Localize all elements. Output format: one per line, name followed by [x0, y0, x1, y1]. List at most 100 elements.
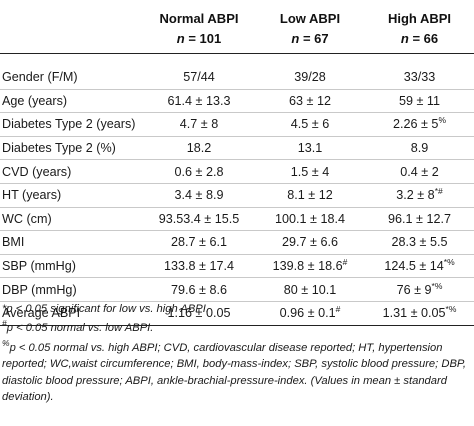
cell-value: 57/44	[183, 70, 215, 85]
header-spacer	[0, 54, 474, 67]
cell-value: 3.2 ± 8	[396, 188, 435, 203]
header-n-blank	[0, 28, 143, 54]
cell-low-abpi: 63 ± 12	[255, 89, 365, 114]
cell-value: 4.5 ± 6	[290, 117, 330, 132]
cell-normal-abpi: 57/44	[143, 66, 255, 90]
cell-high-abpi: 1.31 ± 0.05*%	[365, 301, 474, 326]
cell-value: 18.2	[186, 141, 212, 156]
header-blank	[0, 0, 143, 28]
cell-value: 29.7 ± 6.6	[282, 235, 338, 250]
row-label: Average ABPI	[0, 301, 143, 326]
cell-high-abpi: 3.2 ± 8*#	[365, 183, 474, 208]
cell-value: 3.4 ± 8.9	[174, 188, 224, 203]
header-low-abpi: Low ABPI	[279, 11, 341, 26]
cell-value: 79.6 ± 8.6	[171, 282, 227, 297]
cell-value: 0.4 ± 2	[400, 164, 439, 179]
row-label: Diabetes Type 2 (%)	[0, 136, 143, 161]
cell-value: 133.8 ± 17.4	[164, 259, 234, 274]
cell-value: 59 ± 11	[399, 93, 440, 108]
table-row: BMI 28.7 ± 6.1 29.7 ± 6.6 28.3 ± 5.5	[0, 230, 474, 255]
header-n-low: n = 67	[255, 28, 365, 54]
significance-mark: #	[335, 304, 341, 315]
footnote-mark: %	[2, 337, 10, 348]
cell-low-abpi: 13.1	[255, 136, 365, 161]
table-row: DBP (mmHg) 79.6 ± 8.6 80 ± 10.1 76 ± 9*%	[0, 277, 474, 302]
row-label: Age (years)	[0, 89, 143, 114]
cell-normal-abpi: 61.4 ± 13.3	[143, 89, 255, 114]
cell-value: 1.31 ± 0.05	[382, 306, 446, 321]
table-row: WC (cm) 93.53.4 ± 15.5 100.1 ± 18.4 96.1 ± …	[0, 207, 474, 232]
header-high-abpi: High ABPI	[387, 11, 452, 26]
cell-value: 1.16 ± 0.05	[167, 306, 231, 321]
cell-low-abpi: 39/28	[255, 66, 365, 90]
n-symbol: n	[176, 31, 185, 46]
footnote-mark: #	[2, 318, 7, 329]
cell-low-abpi: 8.1 ± 12	[255, 183, 365, 208]
cell-value: 1.5 ± 4	[290, 164, 330, 179]
cell-low-abpi: 100.1 ± 18.4	[255, 207, 365, 232]
table-row: SBP (mmHg) 133.8 ± 17.4 139.8 ± 18.6# 124.5…	[0, 254, 474, 279]
spacer-cell	[0, 54, 474, 67]
cell-value: 100.1 ± 18.4	[275, 211, 345, 226]
cell-value: 93.53.4 ± 15.5	[158, 211, 240, 226]
n-value: = 67	[302, 31, 329, 46]
cell-value: 13.1	[297, 141, 323, 156]
footnote-text: p < 0.05 normal vs. low ABPI.	[6, 322, 154, 335]
significance-mark: *%	[443, 257, 455, 268]
header-n-high: n = 66	[365, 28, 474, 54]
cell-value: 63 ± 12	[289, 93, 331, 108]
cell-normal-abpi: 18.2	[143, 136, 255, 161]
significance-mark: *%	[445, 304, 457, 315]
table-row: CVD (years) 0.6 ± 2.8 1.5 ± 4 0.4 ± 2	[0, 159, 474, 184]
table-row: Age (years) 61.4 ± 13.3 63 ± 12 59 ± 11	[0, 89, 474, 114]
cell-normal-abpi: 79.6 ± 8.6	[143, 277, 255, 302]
cell-high-abpi: 96.1 ± 12.7	[365, 207, 474, 232]
row-label: Gender (F/M)	[0, 66, 143, 90]
row-label: DBP (mmHg)	[0, 277, 143, 302]
row-label: Diabetes Type 2 (years)	[0, 112, 143, 137]
row-label: BMI	[0, 230, 143, 255]
cell-normal-abpi: 1.16 ± 0.05	[143, 301, 255, 326]
cell-high-abpi: 124.5 ± 14*%	[365, 254, 474, 279]
table-row: Diabetes Type 2 (years) 4.7 ± 8 4.5 ± 6 2.2…	[0, 112, 474, 137]
table-row: Diabetes Type 2 (%) 18.2 13.1 8.9	[0, 136, 474, 161]
cell-high-abpi: 8.9	[365, 136, 474, 161]
significance-mark: *%	[431, 280, 443, 291]
table-row: Average ABPI 1.16 ± 0.05 0.96 ± 0.1# 1.31 ±…	[0, 301, 474, 326]
cell-high-abpi: 2.26 ± 5%	[365, 112, 474, 137]
header-normal-abpi: Normal ABPI	[159, 11, 239, 26]
cell-high-abpi: 0.4 ± 2	[365, 159, 474, 184]
cell-value: 8.9	[410, 141, 429, 156]
cell-value: 4.7 ± 8	[179, 117, 219, 132]
table-header: Normal ABPI Low ABPI High ABPI n = 101 n…	[0, 0, 474, 54]
row-label: HT (years)	[0, 183, 143, 208]
cell-normal-abpi: 93.53.4 ± 15.5	[143, 207, 255, 232]
cell-low-abpi: 29.7 ± 6.6	[255, 230, 365, 255]
cell-low-abpi: 1.5 ± 4	[255, 159, 365, 184]
n-symbol: n	[291, 31, 300, 46]
table-footnotes: *p < 0.05 significant for low vs. high A…	[2, 301, 472, 405]
cell-value: 0.96 ± 0.1	[279, 306, 336, 321]
row-label: WC (cm)	[0, 207, 143, 232]
cell-value: 28.3 ± 5.5	[391, 235, 448, 250]
footnote-text: p < 0.05 significant for low vs. high AB…	[6, 303, 209, 315]
n-symbol: n	[400, 31, 409, 46]
cell-value: 139.8 ± 18.6	[272, 259, 343, 274]
footnote-normal-low: #p < 0.05 normal vs. low ABPI.	[2, 318, 472, 336]
cell-low-abpi: 139.8 ± 18.6#	[255, 254, 365, 279]
cell-value: 28.7 ± 6.1	[171, 235, 227, 250]
cell-normal-abpi: 133.8 ± 17.4	[143, 254, 255, 279]
footnote-normal-high-abbreviations: %p < 0.05 normal vs. high ABPI; CVD, car…	[2, 337, 472, 406]
cell-value: 33/33	[403, 70, 436, 85]
cell-high-abpi: 59 ± 11	[365, 89, 474, 114]
cell-value: 96.1 ± 12.7	[388, 211, 451, 226]
cell-value: 80 ± 10.1	[283, 282, 337, 297]
significance-mark: #	[342, 257, 348, 268]
footnote-mark: *	[2, 303, 7, 315]
cell-normal-abpi: 4.7 ± 8	[143, 112, 255, 137]
footnote-text: p < 0.05 normal vs. high ABPI; CVD, card…	[2, 341, 467, 404]
cell-normal-abpi: 0.6 ± 2.8	[143, 159, 255, 184]
cell-low-abpi: 0.96 ± 0.1#	[255, 301, 365, 326]
cell-value: 76 ± 9	[396, 282, 432, 297]
